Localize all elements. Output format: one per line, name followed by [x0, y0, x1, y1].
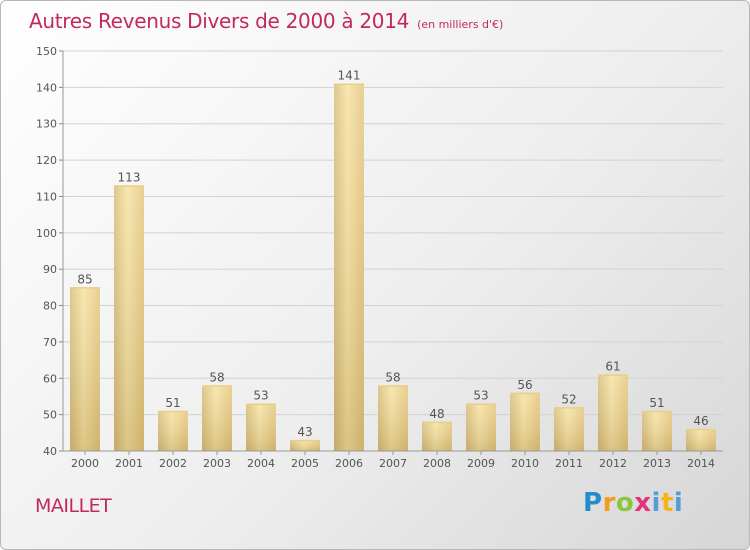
- x-tick-label: 2000: [71, 457, 99, 470]
- y-tick-label: 80: [43, 300, 57, 313]
- bar-shade: [158, 411, 188, 451]
- bar-shade: [598, 374, 628, 451]
- data-label: 43: [297, 425, 312, 439]
- data-label: 141: [338, 69, 361, 83]
- y-tick-label: 150: [36, 45, 57, 58]
- proxiti-logo: Proxiti: [583, 488, 684, 518]
- x-tick-label: 2012: [599, 457, 627, 470]
- x-tick-label: 2011: [555, 457, 583, 470]
- data-label: 58: [385, 371, 400, 385]
- data-label: 58: [209, 371, 224, 385]
- bar-shade: [70, 287, 100, 451]
- title-row: Autres Revenus Divers de 2000 à 2014 (en …: [29, 9, 503, 33]
- y-tick-label: 90: [43, 263, 57, 276]
- y-tick-label: 100: [36, 227, 57, 240]
- bar-shade: [114, 185, 144, 451]
- data-label: 48: [429, 407, 444, 421]
- y-tick-label: 70: [43, 336, 57, 349]
- data-label: 51: [649, 396, 664, 410]
- y-tick-label: 140: [36, 81, 57, 94]
- data-label: 52: [561, 392, 576, 406]
- bars: 85 113 51 58 53 43 141 58 48 53 56 52 61 51 46: [70, 69, 716, 452]
- data-label: 113: [118, 171, 141, 185]
- bar-shade: [554, 407, 584, 451]
- data-label: 53: [473, 389, 488, 403]
- y-tick-label: 60: [43, 372, 57, 385]
- data-label: 61: [605, 360, 620, 374]
- x-tick-label: 2006: [335, 457, 363, 470]
- x-tick-label: 2013: [643, 457, 671, 470]
- bar-shade: [510, 392, 540, 451]
- town-name: MAILLET: [35, 495, 112, 517]
- data-label: 85: [77, 272, 92, 286]
- bar-shade: [290, 440, 320, 451]
- x-axis: 2000 2001 2002 2003 2004 2005 2006 2007 2008 2009…: [63, 450, 723, 470]
- bar-shade: [422, 421, 452, 451]
- bar-shade: [202, 385, 232, 451]
- y-axis: 40 50 60 70 80 90 100 110 120 130 140 150: [36, 45, 64, 458]
- x-tick-label: 2014: [687, 457, 715, 470]
- x-tick-label: 2004: [247, 457, 275, 470]
- x-tick-label: 2010: [511, 457, 539, 470]
- x-tick-label: 2001: [115, 457, 143, 470]
- bar-shade: [334, 83, 364, 452]
- bar-shade: [686, 429, 716, 451]
- y-tick-label: 120: [36, 154, 57, 167]
- data-label: 51: [165, 396, 180, 410]
- x-tick-label: 2007: [379, 457, 407, 470]
- x-tick-label: 2002: [159, 457, 187, 470]
- y-tick-label: 130: [36, 118, 57, 131]
- bar-shade: [246, 403, 276, 451]
- x-tick-label: 2003: [203, 457, 231, 470]
- y-tick-label: 50: [43, 409, 57, 422]
- data-label: 46: [693, 414, 708, 428]
- x-tick-label: 2009: [467, 457, 495, 470]
- chart-title: Autres Revenus Divers de 2000 à 2014: [29, 9, 410, 33]
- bar-shade: [378, 385, 408, 451]
- x-tick-label: 2008: [423, 457, 451, 470]
- bar-shade: [466, 403, 496, 451]
- y-tick-label: 110: [36, 190, 57, 203]
- bar-shade: [642, 411, 672, 451]
- data-label: 53: [253, 389, 268, 403]
- chart-unit: (en milliers d'€): [417, 18, 504, 31]
- data-label: 56: [517, 378, 532, 392]
- x-tick-label: 2005: [291, 457, 319, 470]
- y-tick-label: 40: [43, 445, 57, 458]
